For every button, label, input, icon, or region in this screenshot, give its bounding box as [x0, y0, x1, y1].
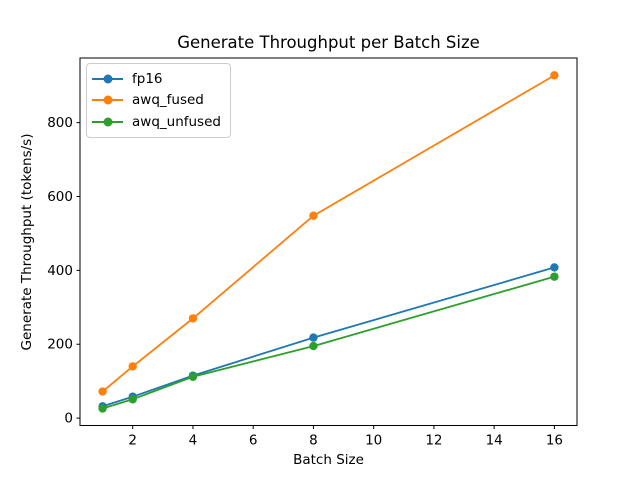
- series-line-awq_unfused: [102, 275, 555, 410]
- data-point-fp16: [309, 333, 318, 342]
- y-tick-label: 800: [47, 115, 73, 131]
- legend-dot-icon: [103, 117, 112, 127]
- x-tick-label: 10: [365, 433, 382, 449]
- x-tick-label: 12: [425, 433, 442, 449]
- x-tick-label: 4: [189, 433, 198, 449]
- y-tick-label: 600: [47, 189, 73, 205]
- data-point-awq_fused: [188, 314, 198, 323]
- data-point-fp16: [550, 263, 559, 272]
- x-tick-label: 14: [486, 433, 503, 449]
- legend-entry-awq-fused: awq_fused: [92, 90, 221, 112]
- data-point-awq_unfused: [98, 404, 107, 413]
- y-tick-label: 200: [47, 337, 73, 353]
- legend-entry-awq-unfused: awq_unfused: [92, 111, 221, 133]
- legend-line-marker-icon: [92, 74, 123, 84]
- data-point-awq_fused: [98, 387, 107, 396]
- chart-title: Generate Throughput per Batch Size: [177, 33, 480, 52]
- x-tick-label: 8: [309, 433, 318, 449]
- data-point-awq_unfused: [550, 272, 559, 281]
- legend-entry-fp16: fp16: [92, 68, 221, 90]
- y-tick-label: 0: [64, 411, 73, 427]
- x-tick-label: 6: [249, 433, 258, 449]
- data-point-awq_fused: [550, 71, 559, 80]
- legend-line-marker-icon: [92, 95, 123, 105]
- legend-dot-icon: [103, 95, 112, 105]
- data-point-awq_unfused: [188, 372, 198, 381]
- x-tick-label: 16: [546, 433, 563, 449]
- data-point-awq_fused: [309, 211, 318, 220]
- data-point-awq_fused: [128, 362, 137, 371]
- data-point-awq_unfused: [309, 341, 318, 351]
- y-tick-label: 400: [47, 263, 73, 279]
- legend-label: fp16: [132, 70, 163, 87]
- x-axis-label: Batch Size: [293, 452, 364, 468]
- legend-label: awq_unfused: [132, 113, 221, 130]
- legend-line-marker-icon: [92, 117, 123, 127]
- data-point-awq_unfused: [128, 395, 137, 404]
- x-tick-label: 2: [128, 433, 137, 449]
- axes-frame: [79, 57, 578, 426]
- legend: fp16 awq_fused awq_unfused: [86, 63, 231, 138]
- legend-label: awq_fused: [132, 92, 204, 109]
- y-axis-label: Generate Throughput (tokens/s): [19, 133, 35, 351]
- legend-dot-icon: [103, 74, 112, 84]
